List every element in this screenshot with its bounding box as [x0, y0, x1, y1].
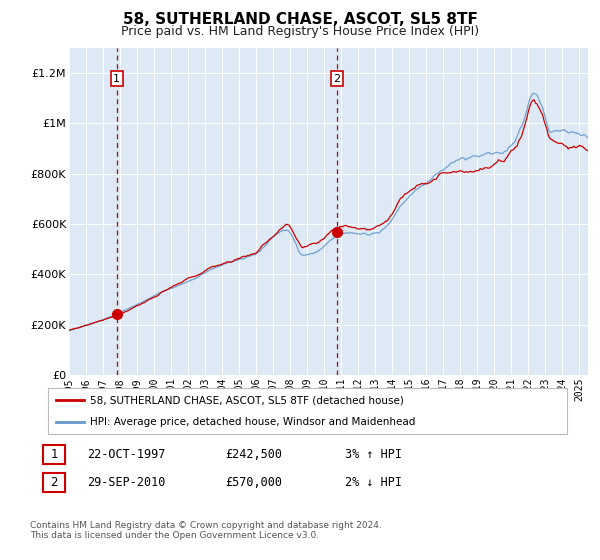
- Text: 3% ↑ HPI: 3% ↑ HPI: [345, 448, 402, 461]
- Text: 22-OCT-1997: 22-OCT-1997: [87, 448, 166, 461]
- Text: 58, SUTHERLAND CHASE, ASCOT, SL5 8TF (detached house): 58, SUTHERLAND CHASE, ASCOT, SL5 8TF (de…: [89, 395, 403, 405]
- Text: 1: 1: [50, 448, 58, 461]
- Text: 2: 2: [334, 74, 341, 84]
- Text: Price paid vs. HM Land Registry's House Price Index (HPI): Price paid vs. HM Land Registry's House …: [121, 25, 479, 38]
- Text: £570,000: £570,000: [225, 476, 282, 489]
- Text: 2: 2: [50, 476, 58, 489]
- Text: 1: 1: [113, 74, 121, 84]
- Text: 2% ↓ HPI: 2% ↓ HPI: [345, 476, 402, 489]
- Text: £242,500: £242,500: [225, 448, 282, 461]
- Text: Contains HM Land Registry data © Crown copyright and database right 2024.
This d: Contains HM Land Registry data © Crown c…: [30, 521, 382, 540]
- Text: HPI: Average price, detached house, Windsor and Maidenhead: HPI: Average price, detached house, Wind…: [89, 417, 415, 427]
- Text: 29-SEP-2010: 29-SEP-2010: [87, 476, 166, 489]
- Text: 58, SUTHERLAND CHASE, ASCOT, SL5 8TF: 58, SUTHERLAND CHASE, ASCOT, SL5 8TF: [122, 12, 478, 27]
